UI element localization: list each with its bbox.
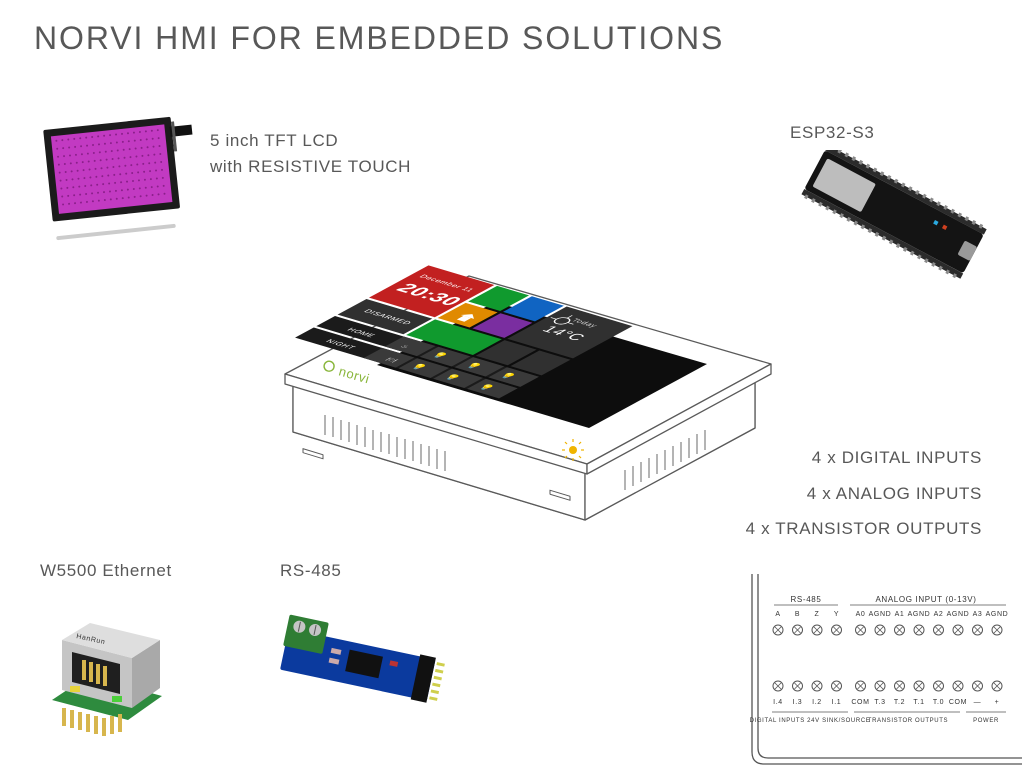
esp32-graphic xyxy=(795,150,995,285)
rs485-label: RS-485 xyxy=(280,558,341,584)
page-title: NORVI HMI FOR EMBEDDED SOLUTIONS xyxy=(34,20,724,57)
svg-text:AGND: AGND xyxy=(869,611,892,618)
svg-text:COM: COM xyxy=(949,699,967,706)
io-item: 4 x DIGITAL INPUTS xyxy=(746,440,982,476)
svg-text:A: A xyxy=(775,611,780,618)
ethernet-graphic: HanRun xyxy=(32,590,182,745)
svg-text:I.1: I.1 xyxy=(832,699,842,706)
svg-text:AGND: AGND xyxy=(986,611,1009,618)
svg-text:—: — xyxy=(974,699,982,706)
svg-text:T.2: T.2 xyxy=(894,699,905,706)
svg-text:A2: A2 xyxy=(934,611,944,618)
hmi-device-graphic: norvi December 11 20:30 xyxy=(255,180,795,585)
svg-text:AGND: AGND xyxy=(947,611,970,618)
ethernet-label: W5500 Ethernet xyxy=(40,558,172,584)
svg-text:RS-485: RS-485 xyxy=(791,595,822,604)
lcd-label-line2: with RESISTIVE TOUCH xyxy=(210,157,411,176)
svg-text:POWER: POWER xyxy=(973,718,999,724)
rs485-graphic xyxy=(270,594,450,729)
io-item: 4 x ANALOG INPUTS xyxy=(746,476,982,512)
svg-text:A3: A3 xyxy=(973,611,983,618)
svg-text:A0: A0 xyxy=(856,611,866,618)
svg-text:Z: Z xyxy=(815,611,820,618)
svg-text:I.2: I.2 xyxy=(812,699,822,706)
lcd-module-graphic xyxy=(38,112,208,267)
svg-text:DIGITAL INPUTS 24V SINK/SOURCE: DIGITAL INPUTS 24V SINK/SOURCE xyxy=(750,718,870,724)
svg-text:T.3: T.3 xyxy=(874,699,885,706)
svg-text:COM: COM xyxy=(851,699,869,706)
svg-text:I.3: I.3 xyxy=(793,699,803,706)
svg-text:Y: Y xyxy=(834,611,839,618)
io-list: 4 x DIGITAL INPUTS 4 x ANALOG INPUTS 4 x… xyxy=(746,440,982,547)
lcd-label-line1: 5 inch TFT LCD xyxy=(210,131,338,150)
svg-text:I.4: I.4 xyxy=(773,699,783,706)
terminal-diagram: RS-485 ANALOG INPUT (0-13V) ABZYA0AGNDA1… xyxy=(750,572,1024,768)
esp-label: ESP32-S3 xyxy=(790,120,875,146)
lcd-label: 5 inch TFT LCD with RESISTIVE TOUCH xyxy=(210,128,411,179)
svg-text:T.0: T.0 xyxy=(933,699,944,706)
svg-text:ANALOG INPUT (0-13V): ANALOG INPUT (0-13V) xyxy=(875,595,976,604)
svg-text:+: + xyxy=(995,699,1000,706)
svg-text:A1: A1 xyxy=(895,611,905,618)
svg-text:T.1: T.1 xyxy=(913,699,924,706)
io-item: 4 x TRANSISTOR OUTPUTS xyxy=(746,511,982,547)
svg-text:B: B xyxy=(795,611,800,618)
svg-text:AGND: AGND xyxy=(908,611,931,618)
svg-text:TRANSISTOR OUTPUTS: TRANSISTOR OUTPUTS xyxy=(868,718,948,724)
